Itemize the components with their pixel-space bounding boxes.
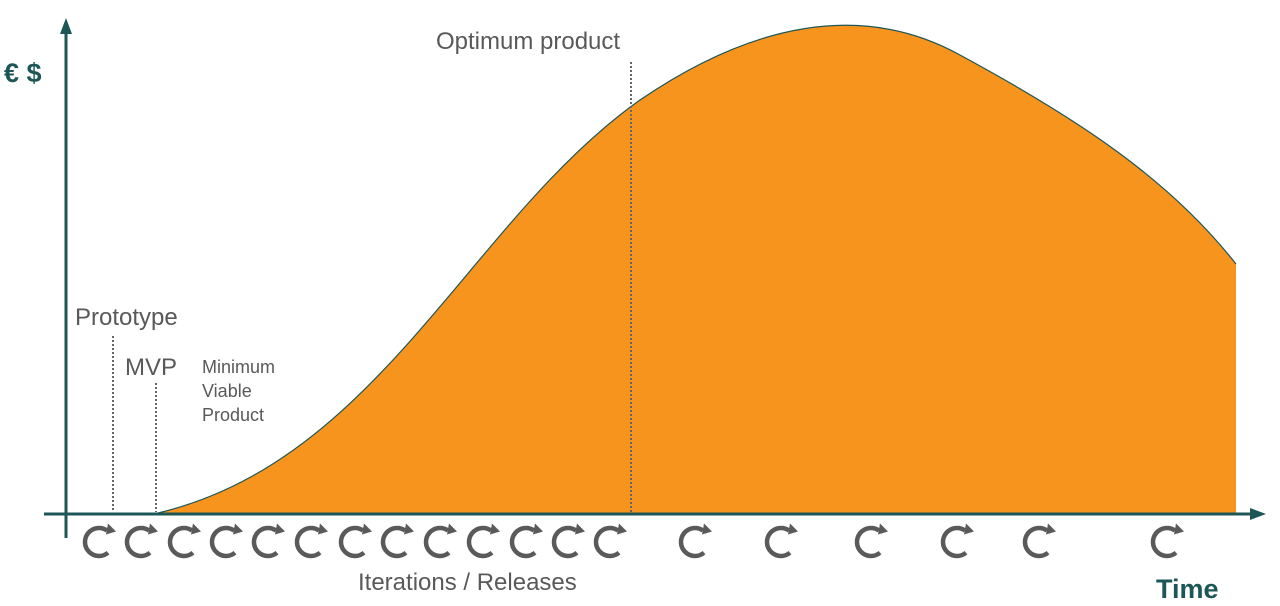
- mvp-description-line: Viable: [202, 381, 252, 401]
- circular-arrow-icon: [509, 523, 543, 559]
- circular-arrow-icon: [466, 523, 500, 559]
- circular-arrow-icon: [338, 523, 372, 559]
- circular-arrow-icon: [82, 523, 116, 559]
- prototype-label: Prototype: [75, 304, 178, 331]
- circular-arrow-icon: [1022, 523, 1056, 559]
- circular-arrow-icon: [124, 523, 158, 559]
- circular-arrow-icon: [251, 523, 285, 559]
- y-axis-label: € $: [4, 58, 42, 88]
- circular-arrow-icon: [380, 523, 414, 559]
- circular-arrow-icon: [678, 523, 712, 559]
- circular-arrow-icon: [167, 523, 201, 559]
- x-axis-label: Time: [1156, 574, 1219, 604]
- circular-arrow-icon: [593, 523, 627, 559]
- circular-arrow-icon: [764, 523, 798, 559]
- circular-arrow-icon: [854, 523, 888, 559]
- circular-arrow-icon: [423, 523, 457, 559]
- iterations-releases-label: Iterations / Releases: [358, 569, 577, 596]
- circular-arrow-icon: [294, 523, 328, 559]
- circular-arrow-icon: [209, 523, 243, 559]
- circular-arrow-icon: [940, 523, 974, 559]
- optimum-product-label: Optimum product: [436, 28, 621, 55]
- mvp-description: Minimum Viable Product: [202, 355, 312, 427]
- mvp-label: MVP: [125, 354, 178, 381]
- iteration-icons: [82, 523, 1184, 559]
- circular-arrow-icon: [1150, 523, 1184, 559]
- x-axis-arrowhead: [1250, 508, 1266, 520]
- y-axis-arrowhead: [60, 18, 72, 34]
- circular-arrow-icon: [551, 523, 585, 559]
- value-curve-line: [157, 24, 1237, 514]
- value-curve-area: [158, 25, 1236, 513]
- mvp-description-line: Product: [202, 405, 265, 425]
- mvp-description-line: Minimum: [202, 357, 276, 377]
